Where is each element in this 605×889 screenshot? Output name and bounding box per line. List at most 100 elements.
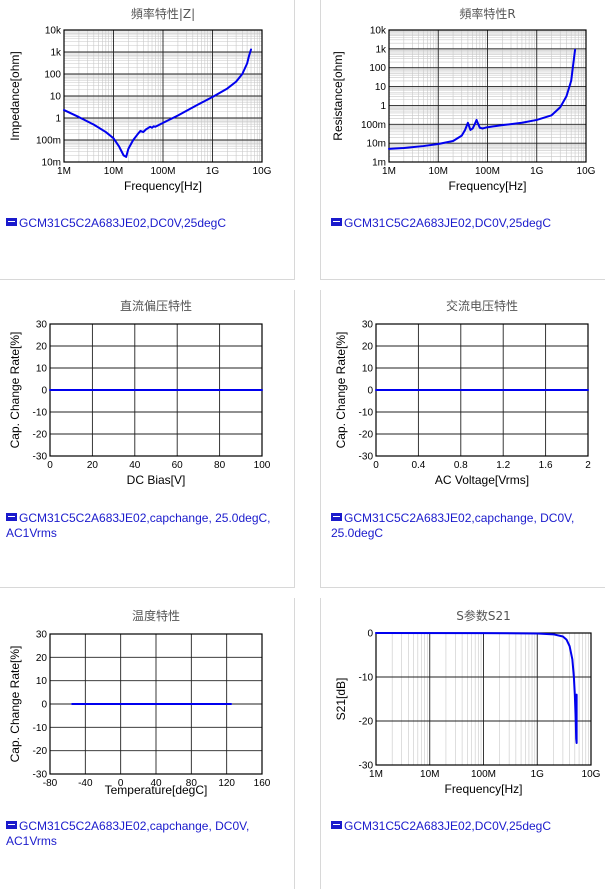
x-tick-label: 40 [150,778,162,789]
y-tick-label: -20 [33,430,48,441]
x-tick-label: 40 [129,460,141,471]
chart-title: S参数S21 [456,608,511,623]
grid [63,29,263,163]
y-axis-label: Cap. Change Rate[%] [8,646,22,763]
legend-s21[interactable]: GCM31C5C2A683JE02,DC0V,25degC [331,818,601,833]
plot-frame [49,633,263,775]
panel-resistance: 1M 10M 100M 1G 10G 1m 10m 100m 1 10 100 1k 10k 頻率特性R F… [320,0,605,280]
x-tick-label: 10G [582,769,601,780]
x-tick-label: 10M [429,166,448,177]
x-tick-label: 1G [530,166,544,177]
y-tick-label: 0 [367,629,373,640]
y-axis-label: Cap. Change Rate[%] [8,332,22,449]
x-tick-label: 0 [118,778,124,789]
resistance-chart: 1M 10M 100M 1G 10G 1m 10m 100m 1 10 100 1k 10k 頻率特性R F… [331,6,596,193]
panel-acvoltage: 0 0.4 0.8 1.2 1.6 2 -30 -20 -10 0 10 20 30 交流电压特性 AC V… [320,290,605,588]
x-tick-label: 10G [253,166,272,177]
legend-swatch-icon [331,512,342,521]
x-tick-label: 0 [373,460,379,471]
y-tick-label: 1m [372,158,386,169]
x-tick-label: 10M [104,166,123,177]
y-tick-label: -30 [359,452,374,463]
x-tick-label: 100 [254,460,271,471]
legend-swatch-icon [6,820,17,829]
x-axis-label: Temperature[degC] [105,783,208,797]
y-tick-label: 1k [50,48,62,59]
y-tick-label: 1k [375,44,387,55]
temperature-chart: -80 -40 0 40 80 120 160 -30 -20 -10 0 10 20 30 温度特性 Tem… [8,608,271,797]
x-tick-label: 1.6 [539,460,553,471]
s21-chart: 1M 10M 100M 1G 10G -30 -20 -10 0 S参数S21 Frequency[… [334,608,601,796]
x-tick-label: 10M [420,769,439,780]
plot-frame [63,29,263,163]
legend-temperature[interactable]: GCM31C5C2A683JE02,capchange, DC0V, AC1Vr… [6,818,288,848]
x-tick-label: -40 [78,778,93,789]
impedance-chart: 1M 10M 100M 1G 10G 10m 100m 1 10 100 1k 10k 頻率特性|Z| F… [8,6,272,193]
y-tick-label: -20 [359,717,374,728]
x-tick-label: 10G [577,166,596,177]
chart-title: 頻率特性|Z| [131,6,195,21]
y-tick-label: 20 [36,653,48,664]
x-tick-label: 1M [57,166,71,177]
chart-title: 直流偏压特性 [120,298,192,313]
y-tick-label: -10 [359,673,374,684]
dcbias-chart: 0 20 40 60 80 100 -30 -20 -10 0 10 20 30 直流偏压特性 DC Bia… [8,298,271,487]
chart-title: 温度特性 [132,608,180,623]
y-tick-label: -10 [359,408,374,419]
legend-swatch-icon [331,820,342,829]
x-tick-label: 0 [47,460,53,471]
legend-swatch-icon [6,512,17,521]
x-tick-label: 100M [150,166,175,177]
x-tick-label: 100M [475,166,500,177]
y-tick-label: 30 [36,320,48,331]
x-tick-label: 120 [218,778,235,789]
y-tick-label: 100m [36,136,61,147]
legend-resistance[interactable]: GCM31C5C2A683JE02,DC0V,25degC [331,215,601,230]
y-tick-label: 10k [370,26,387,37]
legend-label: GCM31C5C2A683JE02,DC0V,25degC [344,215,552,230]
legend-label: GCM31C5C2A683JE02,DC0V,25degC [19,215,227,230]
y-tick-label: -30 [33,770,48,781]
acvoltage-chart: 0 0.4 0.8 1.2 1.6 2 -30 -20 -10 0 10 20 30 交流电压特性 AC V… [334,298,591,487]
x-axis-label: AC Voltage[Vrms] [435,473,529,487]
legend-dcbias[interactable]: GCM31C5C2A683JE02,capchange, 25.0degC, A… [6,510,288,540]
y-tick-label: 20 [36,342,48,353]
panel-s21: 1M 10M 100M 1G 10G -30 -20 -10 0 S参数S21 Frequency[… [320,598,605,889]
y-tick-label: 20 [362,342,374,353]
y-tick-label: 100 [44,70,61,81]
grid [375,632,592,766]
y-tick-label: 10 [375,82,387,93]
y-tick-label: 10k [45,26,62,37]
y-tick-label: 100 [369,63,386,74]
plot-frame [388,29,587,163]
x-tick-label: 1.2 [496,460,510,471]
panel-temperature: -80 -40 0 40 80 120 160 -30 -20 -10 0 10 20 30 温度特性 Tem… [0,598,295,889]
y-tick-label: 100m [361,120,386,131]
x-tick-label: 2 [585,460,591,471]
y-tick-label: 10m [367,139,386,150]
y-tick-label: 0 [41,386,47,397]
x-tick-label: 0.8 [454,460,468,471]
x-tick-label: 1M [382,166,396,177]
y-tick-label: -30 [359,761,374,772]
x-tick-label: 1G [206,166,220,177]
x-tick-label: 80 [186,778,198,789]
y-tick-label: 1 [380,101,386,112]
legend-impedance[interactable]: GCM31C5C2A683JE02,DC0V,25degC [6,215,288,230]
y-tick-label: -10 [33,723,48,734]
y-tick-label: 10 [36,676,48,687]
y-tick-label: -30 [33,452,48,463]
y-tick-label: 30 [362,320,374,331]
y-tick-label: 1 [55,114,61,125]
legend-label: GCM31C5C2A683JE02,DC0V,25degC [344,818,552,833]
panel-impedance: 1M 10M 100M 1G 10G 10m 100m 1 10 100 1k 10k 頻率特性|Z| F… [0,0,295,280]
legend-acvoltage[interactable]: GCM31C5C2A683JE02,capchange, DC0V, 25.0d… [331,510,603,540]
legend-label: GCM31C5C2A683JE02,capchange, DC0V, 25.0d… [331,510,575,540]
x-axis-label: Frequency[Hz] [124,179,202,193]
y-tick-label: -10 [33,408,48,419]
legend-swatch-icon [6,217,17,226]
series-line [375,632,578,744]
series-line [388,48,577,150]
y-tick-label: 10 [36,364,48,375]
x-tick-label: 160 [254,778,271,789]
